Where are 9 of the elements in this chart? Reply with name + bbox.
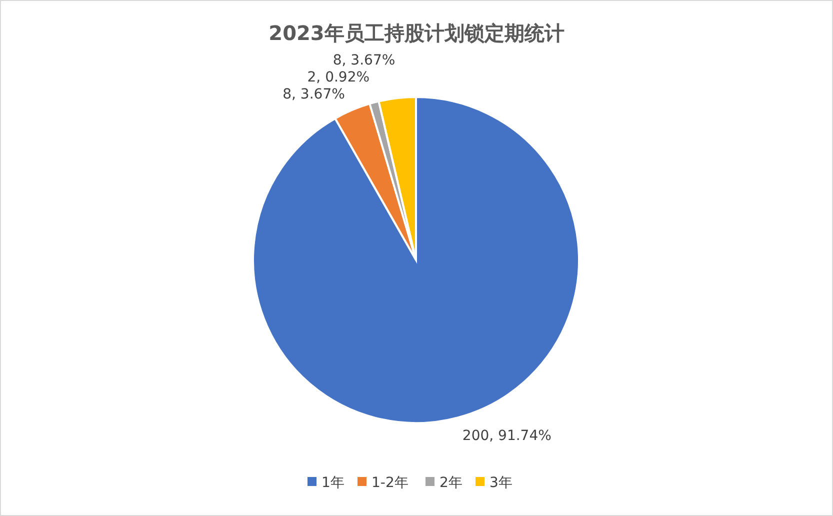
legend-label: 1-2年 [372, 475, 408, 491]
legend-label: 2年 [440, 475, 462, 491]
chart-title: 2023年员工持股计划锁定期统计 [268, 21, 564, 45]
data-label: 8, 3.67% [282, 86, 345, 103]
legend-label: 3年 [490, 475, 512, 491]
legend-label: 1年 [322, 475, 344, 491]
data-label: 200, 91.74% [462, 428, 552, 444]
data-label: 2, 0.92% [307, 70, 370, 86]
data-label: 8, 3.67% [332, 52, 396, 69]
